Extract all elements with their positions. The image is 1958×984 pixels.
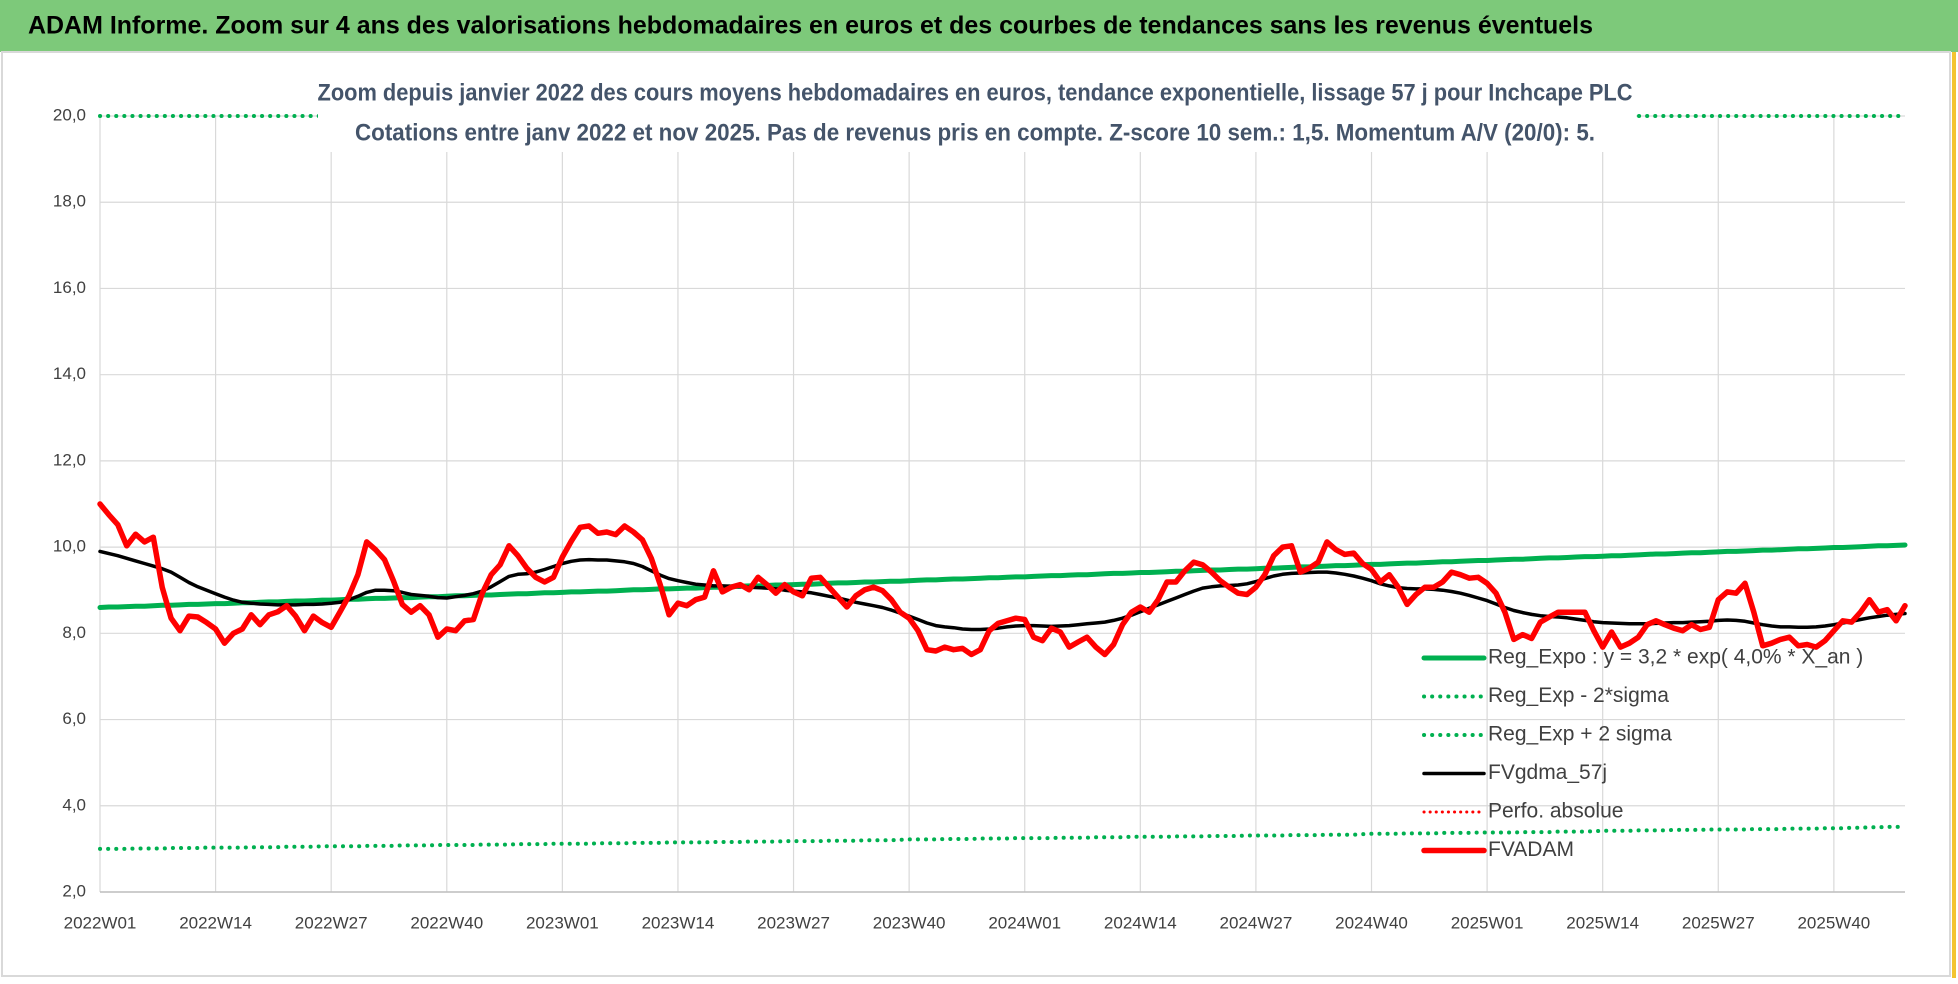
x-tick-label: 2023W27 — [757, 913, 830, 932]
title-box — [318, 72, 1636, 152]
x-tick-label: 2024W01 — [988, 913, 1061, 932]
legend: Reg_Expo : y = 3,2 * exp( 4,0% * X_an ) R… — [1421, 646, 1863, 861]
y-tick-label: 18,0 — [53, 192, 86, 211]
y-tick-label: 16,0 — [53, 278, 86, 297]
legend-label: Reg_Exp - 2*sigma — [1488, 684, 1669, 707]
legend-label: Perfo. absolue — [1488, 800, 1623, 823]
y-tick-label: 6,0 — [62, 709, 86, 728]
y-tick-label: 20,0 — [53, 105, 86, 124]
x-tick-label: 2024W27 — [1220, 913, 1293, 932]
x-tick-label: 2025W01 — [1451, 913, 1524, 932]
x-tick-label: 2024W40 — [1335, 913, 1408, 932]
x-tick-label: 2023W40 — [873, 913, 946, 932]
y-tick-label: 2,0 — [62, 881, 86, 900]
x-tick-label: 2023W14 — [642, 913, 715, 932]
x-tick-label: 2022W14 — [179, 913, 252, 932]
y-tick-label: 4,0 — [62, 795, 86, 814]
header-bar — [0, 0, 1958, 52]
chart-title: Zoom depuis janvier 2022 des cours moyen… — [318, 79, 1633, 106]
plot-area: 2,0 4,0 6,0 8,0 10,0 12,0 14,0 16,0 18,0 20,0 2022… — [53, 105, 1908, 932]
page-title: ADAM Informe. Zoom sur 4 ans des valoris… — [28, 12, 1593, 40]
x-tick-label: 2023W01 — [526, 913, 599, 932]
y-tick-label: 12,0 — [53, 450, 86, 469]
x-tick-label: 2025W40 — [1797, 913, 1870, 932]
legend-label: FVgdma_57j — [1488, 761, 1607, 784]
x-tick-label: 2022W40 — [410, 913, 483, 932]
x-tick-label: 2025W14 — [1566, 913, 1639, 932]
x-tick-label: 2022W01 — [64, 913, 137, 932]
series-line — [98, 824, 1907, 851]
x-tick-label: 2025W27 — [1682, 913, 1755, 932]
x-tick-label: 2022W27 — [295, 913, 368, 932]
series-line — [98, 549, 1907, 632]
legend-label: FVADAM — [1488, 838, 1574, 861]
y-tick-label: 10,0 — [53, 537, 86, 556]
x-tick-label: 2024W14 — [1104, 913, 1177, 932]
legend-label: Reg_Exp + 2 sigma — [1488, 723, 1672, 746]
y-tick-label: 8,0 — [62, 623, 86, 642]
series-line — [97, 501, 1908, 658]
legend-label: Reg_Expo : y = 3,2 * exp( 4,0% * X_an ) — [1488, 646, 1863, 669]
y-tick-label: 14,0 — [53, 364, 86, 383]
chart-frame — [1, 51, 1951, 977]
chart-subtitle: Cotations entre janv 2022 et nov 2025. P… — [355, 119, 1595, 146]
